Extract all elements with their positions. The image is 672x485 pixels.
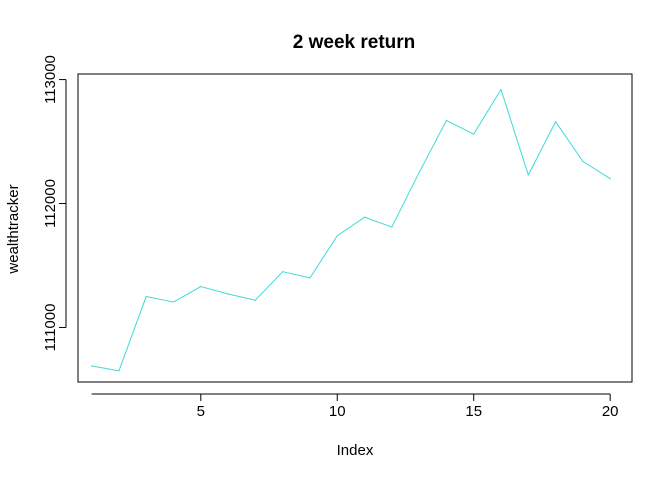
data-point: [527, 174, 529, 176]
data-point: [172, 301, 175, 303]
data-point: [363, 216, 366, 218]
data-point: [391, 226, 393, 228]
data-point: [609, 178, 611, 180]
plot-frame: [77, 73, 633, 383]
x-tick-label: 10: [329, 403, 346, 420]
y-axis-label: wealthtracker: [5, 184, 22, 274]
series-line: [91, 88, 611, 372]
x-tick-label: 5: [197, 403, 205, 420]
data-point: [554, 121, 557, 123]
y-tick-label: 111000: [42, 304, 59, 352]
series-layer: [91, 88, 611, 372]
data-point: [500, 88, 502, 91]
y-tick-label: 113000: [42, 55, 59, 104]
data-point: [118, 370, 120, 372]
data-point: [200, 285, 202, 288]
data-point: [227, 293, 229, 295]
y-axis: 111000 112000 113000: [42, 55, 67, 352]
data-point: [254, 299, 256, 301]
data-point: [473, 133, 475, 135]
y-tick-label: 112000: [42, 179, 59, 228]
x-axis-label: Index: [337, 442, 374, 459]
data-point: [145, 295, 147, 298]
data-point: [418, 171, 420, 174]
chart-title: 2 week return: [293, 32, 416, 53]
x-tick-label: 15: [465, 403, 482, 420]
x-axis: 5 10 15 20: [91, 393, 619, 420]
data-point: [91, 365, 93, 367]
data-point: [582, 160, 584, 162]
data-point: [336, 235, 338, 237]
data-point: [282, 271, 284, 273]
data-point: [309, 277, 311, 279]
data-point: [445, 119, 448, 122]
x-tick-label: 20: [602, 403, 619, 420]
